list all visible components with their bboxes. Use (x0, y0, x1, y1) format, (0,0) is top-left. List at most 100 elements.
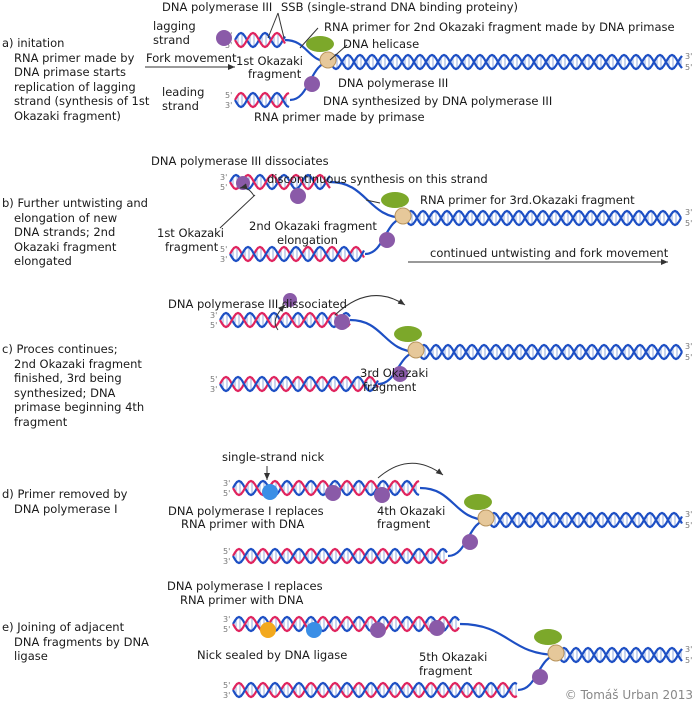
dna-polymerase-iii (379, 232, 395, 248)
strand (417, 343, 683, 361)
label-d-pol1: DNA polymerase I replaces (168, 504, 324, 518)
strand-end-label: 5' (685, 353, 692, 362)
desc-line: replication of lagging (14, 79, 136, 94)
strand (232, 547, 448, 565)
leading-strand-duplex (232, 681, 518, 699)
dna-polymerase-iii-lagging (429, 620, 445, 636)
strand-end-label: 5' (223, 489, 230, 498)
strand-end-label: 3' (223, 557, 230, 566)
strand-end-label: 3' (220, 173, 227, 182)
label-b-okazaki1: 1st Okazaki (157, 226, 224, 240)
strand (232, 681, 518, 699)
dna-primase (534, 629, 562, 645)
dna-helicase (407, 341, 425, 359)
label-b-okazaki2-2: elongation (277, 233, 338, 247)
parental-duplex (557, 646, 683, 664)
strand-end-label: 5' (210, 321, 217, 330)
panel-b-heading: b) Further untwisting and (2, 196, 148, 210)
strand (557, 646, 683, 664)
parental-duplex (329, 53, 683, 71)
strand-end-label: 5' (210, 375, 217, 384)
label-okazaki1: 1st Okazaki (236, 54, 303, 68)
label-single-strand-nick: single-strand nick (222, 450, 325, 464)
label-lagging: lagging (153, 19, 196, 33)
strand (229, 173, 331, 191)
ssb-pointer-2 (277, 12, 285, 39)
desc-line: elongated (14, 254, 72, 268)
desc-line: finished, 3rd being (14, 371, 122, 385)
label-discontinuous: discontinuous synthesis on this strand (267, 172, 488, 186)
strand (487, 511, 683, 529)
desc-line: Okazaki fragment (14, 239, 117, 254)
panel-e-heading: e) Joining of adjacent (2, 620, 125, 634)
dissociation-arrow-b (239, 183, 255, 197)
strand-end-label: 3' (225, 101, 232, 110)
label-e-pol1: DNA polymerase I replaces (167, 579, 323, 593)
desc-line: elongation of new (14, 210, 118, 225)
leading-strand-duplex (219, 375, 379, 393)
strand (404, 209, 682, 227)
strand-end-label: 3' (685, 645, 692, 654)
dna-polymerase-iii (532, 669, 548, 685)
strand (232, 615, 460, 633)
panel-a-description: a) initation RNA primer made by DNA prim… (2, 36, 149, 123)
desc-line: primase beginning 4th (14, 400, 145, 414)
label-dna-synthesized: DNA synthesized by DNA polymerase III (323, 94, 553, 108)
panel-d-heading: d) Primer removed by (2, 487, 128, 501)
lagging-strand-duplex (234, 31, 286, 49)
label-okazaki1-2: fragment (248, 67, 302, 81)
strand-end-label: 5' (220, 245, 227, 254)
primer-jump-arrow-c (334, 295, 406, 316)
label-pol3-dissociates: DNA polymerase III dissociates (151, 154, 329, 168)
desc-line: RNA primer made by (14, 50, 135, 65)
strand (557, 646, 683, 664)
strand (329, 53, 683, 71)
panel-c-description: c) Proces continues; 2nd Okazaki fragmen… (2, 342, 144, 429)
dna-polymerase-iii-lagging (370, 622, 386, 638)
label-leading: leading (162, 85, 205, 99)
dissociated-polymerase (283, 293, 297, 307)
strand-end-label: 3' (210, 311, 217, 320)
dna-polymerase-iii (462, 534, 478, 550)
dna-polymerase-i (262, 484, 278, 500)
strand-end-label: 3' (223, 615, 230, 624)
label-lagging-2: strand (153, 33, 190, 47)
label-helicase: DNA helicase (343, 37, 420, 51)
strand-end-label: 3' (223, 691, 230, 700)
dna-helicase (394, 207, 412, 225)
label-rna-primer-primase: RNA primer made by primase (254, 110, 425, 124)
label-leading-2: strand (162, 99, 199, 113)
okazaki1-pointer-b (219, 194, 256, 229)
desc-line: DNA primase starts (14, 65, 126, 79)
dna-polymerase-iii (304, 76, 320, 92)
strand-end-label: 5' (220, 183, 227, 192)
desc-line: fragment (14, 414, 68, 429)
panel-b-description: b) Further untwisting and elongation of … (2, 196, 148, 269)
strand (234, 31, 286, 49)
label-continued-untwisting: continued untwisting and fork movement (430, 246, 669, 260)
dna-polymerase-iii-lagging (374, 487, 390, 503)
strand-end-label: 5' (223, 625, 230, 634)
primer3-pointer (365, 199, 381, 204)
panel-c-heading: c) Proces continues; (2, 342, 118, 356)
strand-end-label: 5' (685, 63, 692, 72)
label-okazaki5-2: fragment (419, 664, 473, 678)
desc-line: ligase (14, 649, 48, 663)
parental-duplex (404, 209, 682, 227)
desc-line: synthesized; DNA (14, 385, 116, 400)
primer-jump-arrow-d (377, 462, 444, 479)
strand-end-label: 5' (685, 521, 692, 530)
label-okazaki3-2: fragment (363, 380, 417, 394)
ssb-pointer-1 (267, 12, 279, 39)
desc-line: strand (synthesis of 1st (14, 94, 150, 108)
panel-e-description: e) Joining of adjacent DNA fragments by … (2, 620, 149, 664)
label-pol3-dissociated: DNA polymerase III dissociated (168, 297, 347, 311)
strand-end-label: 3' (223, 479, 230, 488)
copyright: © Tomáš Urban 2013 (564, 688, 693, 702)
panel-a-heading: a) initation (2, 36, 65, 50)
dna-polymerase-iii-lagging (290, 188, 306, 204)
strand (329, 53, 683, 71)
strand (229, 245, 365, 263)
